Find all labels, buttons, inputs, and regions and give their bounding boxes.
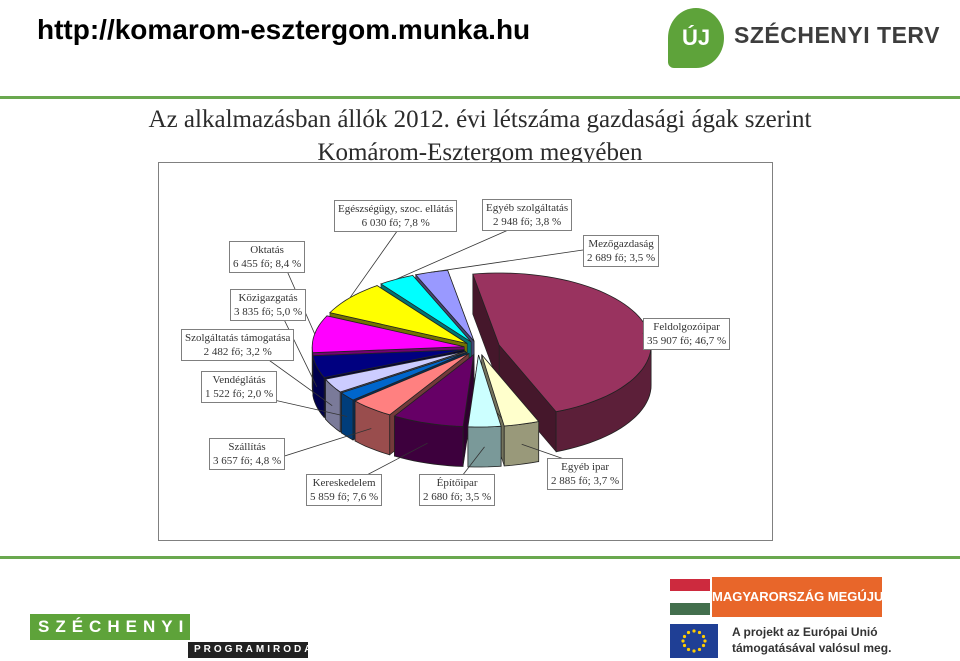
eu-text-line1: A projekt az Európai Unió xyxy=(732,625,878,639)
slice-vendeglatas xyxy=(340,351,468,401)
label-egyeb-ipar: Egyéb ipar 2 885 fő; 3,7 % xyxy=(547,458,624,490)
slice-epitoipar xyxy=(467,354,502,428)
eu-flag-icon xyxy=(670,624,718,658)
top-divider xyxy=(0,96,960,99)
slice-egyeb-ipar xyxy=(481,354,540,427)
bottom-divider xyxy=(0,556,960,559)
label-szallitas: Szállítás 3 657 fő; 4,8 % xyxy=(209,438,286,470)
label-epitoipar: Építőipar 2 680 fő; 3,5 % xyxy=(419,474,496,506)
hungarian-flag-icon xyxy=(670,579,710,615)
programiroda-top: SZÉCHENYI xyxy=(30,614,190,640)
header-url: http://komarom-esztergom.munka.hu xyxy=(37,14,531,45)
slice-kereskedelem xyxy=(393,353,475,427)
slice-side-egyeb-ipar xyxy=(503,421,540,467)
uj-logo-mark: ÚJ xyxy=(668,8,724,68)
szechenyi-terv-logo: ÚJ SZÉCHENYI TERV xyxy=(668,8,948,80)
magyarorszag-megujul-logo: MAGYARORSZÁG MEGÚJUL xyxy=(670,577,891,617)
slice-szolgaltatas-tamogatasa xyxy=(324,350,466,393)
leader-line-egyeb-szolgaltatas xyxy=(396,226,516,280)
leader-line-mezogazdasag xyxy=(431,249,584,273)
label-egeszsegugy: Egészségügy, szoc. ellátás 6 030 fő; 7,8 … xyxy=(334,200,458,232)
szechenyi-programiroda-logo: SZÉCHENYI PROGRAMIRODA xyxy=(30,614,311,660)
slice-kozigazgatas xyxy=(312,349,465,378)
label-kereskedelem: Kereskedelem 5 859 fő; 7,6 % xyxy=(306,474,383,506)
eu-support-logo: A projekt az Európai Unió támogatásával … xyxy=(670,622,955,660)
slice-side-vendeglatas xyxy=(341,392,354,441)
leader-line-egeszsegugy-szoc-ellatas xyxy=(349,226,401,298)
logo-text: SZÉCHENYI TERV xyxy=(734,22,940,48)
label-feldolgozoipar: Feldolgozóipar 35 907 fő; 46,7 % xyxy=(643,318,731,350)
eu-text-line2: támogatásával valósul meg. xyxy=(732,641,892,655)
mm-text: MAGYARORSZÁG MEGÚJUL xyxy=(712,577,891,617)
chart-title-line2: Komárom-Esztergom megyében xyxy=(317,139,643,166)
label-szolgaltatas-tamogatasa: Szolgáltatás támogatása 2 482 fő; 3,2 % xyxy=(181,329,295,361)
label-kozigazgatas: Közigazgatás 3 835 fő; 5,0 % xyxy=(230,289,307,321)
slice-side-epitoipar xyxy=(467,425,502,468)
label-vendeglatas: Vendéglátás 1 522 fő; 2,0 % xyxy=(201,371,278,403)
label-mezogazdasag: Mezőgazdaság 2 689 fő; 3,5 % xyxy=(583,235,660,267)
label-egyeb-szolgaltatas: Egyéb szolgáltatás 2 948 fő; 3,8 % xyxy=(482,199,573,231)
label-oktatas: Oktatás 6 455 fő; 8,4 % xyxy=(229,241,306,273)
chart-title-line1: Az alkalmazásban állók 2012. évi létszám… xyxy=(148,106,812,133)
programiroda-bottom: PROGRAMIRODA xyxy=(188,642,311,658)
slice-szallitas xyxy=(354,353,470,416)
slice-oktatas xyxy=(311,315,465,354)
eu-text: A projekt az Európai Unió támogatásával … xyxy=(732,624,891,656)
